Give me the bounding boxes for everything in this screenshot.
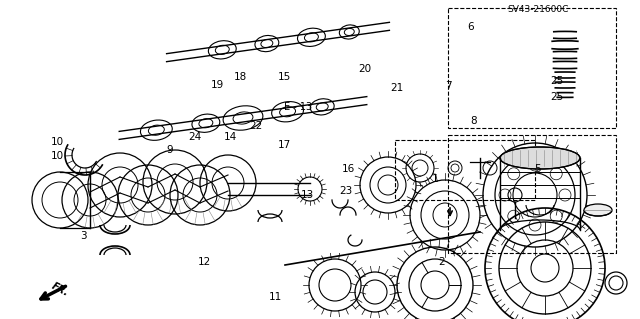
Text: 11: 11 — [269, 292, 282, 302]
Text: 20: 20 — [358, 63, 371, 74]
Ellipse shape — [500, 147, 580, 169]
Text: SV43-21600C: SV43-21600C — [507, 5, 568, 14]
Text: 10: 10 — [51, 137, 64, 147]
Text: FR.: FR. — [50, 281, 70, 299]
Text: 8: 8 — [470, 116, 477, 126]
Text: 25: 25 — [550, 92, 563, 102]
Ellipse shape — [584, 204, 612, 216]
Text: 5: 5 — [534, 164, 541, 174]
Text: 10: 10 — [51, 151, 64, 161]
Text: 22: 22 — [250, 121, 262, 131]
Text: 19: 19 — [211, 79, 224, 90]
Text: 13: 13 — [301, 189, 314, 200]
Text: 24: 24 — [189, 132, 202, 142]
Text: 16: 16 — [342, 164, 355, 174]
Text: 18: 18 — [234, 71, 246, 82]
Text: 12: 12 — [198, 256, 211, 267]
Bar — [448, 8, 616, 128]
Bar — [448, 135, 616, 253]
Text: 1: 1 — [432, 174, 438, 184]
Text: 2: 2 — [438, 256, 445, 267]
Text: E - 13: E - 13 — [284, 102, 312, 112]
Text: 25: 25 — [550, 76, 563, 86]
Text: 23: 23 — [339, 186, 352, 197]
Bar — [395, 140, 535, 200]
Text: 15: 15 — [278, 71, 291, 82]
Text: 6: 6 — [467, 22, 474, 32]
Text: 14: 14 — [224, 132, 237, 142]
Text: 7: 7 — [445, 81, 451, 91]
Text: 21: 21 — [390, 83, 403, 93]
Text: 9: 9 — [166, 145, 173, 155]
Text: 17: 17 — [278, 140, 291, 150]
Text: 3: 3 — [80, 231, 86, 241]
